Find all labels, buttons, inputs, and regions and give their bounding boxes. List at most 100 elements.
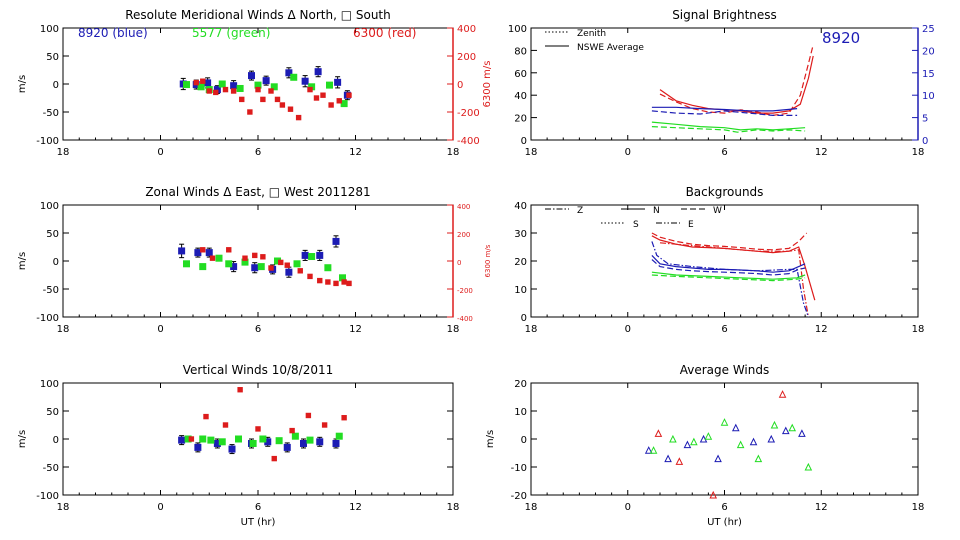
- meridional-point: [287, 106, 294, 112]
- average-xtick-label: 18: [525, 502, 538, 513]
- meridional-xtick-label: 6: [255, 147, 261, 158]
- vertical-point: [332, 439, 340, 447]
- zonal-point: [308, 253, 316, 261]
- average-xtick-label: 18: [912, 502, 925, 513]
- backgrounds-xtick-label: 6: [721, 324, 727, 335]
- backgrounds-line-blue: [651, 259, 806, 276]
- average-point: [798, 429, 806, 437]
- backgrounds-series-green: [651, 274, 806, 282]
- meridional-point: [222, 86, 229, 93]
- brightness-line-blue: [651, 106, 798, 112]
- vertical-xtick-label: 6: [255, 502, 261, 513]
- brightness-y2-tick-label: 15: [922, 69, 935, 80]
- backgrounds-series-blue: [651, 259, 806, 276]
- average-ytick-label: 0: [521, 435, 527, 446]
- zonal-point: [215, 254, 223, 262]
- vertical-point: [207, 436, 215, 444]
- meridional-point: [239, 96, 245, 103]
- meridional-xtick-label: 18: [57, 147, 70, 158]
- meridional-y2-tick-label: -200: [457, 108, 480, 119]
- zonal-y2-tick-label: 200: [457, 231, 470, 239]
- average-point: [731, 423, 740, 432]
- vertical-point: [228, 445, 236, 453]
- vertical-title: Vertical Winds 10/8/2011: [183, 363, 334, 377]
- brightness-xtick-label: 18: [912, 147, 925, 158]
- zonal-point: [268, 265, 274, 271]
- backgrounds-line-green: [651, 274, 806, 282]
- average-ytick-label: -10: [511, 463, 527, 474]
- brightness-series-blue: [651, 110, 798, 117]
- vertical-point: [275, 437, 283, 445]
- zonal-y2-tick-label: 0: [457, 259, 461, 267]
- brightness-legend-label: NSWE Average: [577, 43, 644, 53]
- meridional-ytick-label: 100: [40, 24, 59, 35]
- brightness-annotation: 8920: [822, 29, 860, 47]
- meridional-series-red: [193, 78, 352, 121]
- meridional-xtick-label: 12: [349, 147, 362, 158]
- average-point: [781, 426, 790, 435]
- brightness-series-green: [651, 121, 806, 131]
- meridional-ytick-label: -50: [43, 108, 59, 119]
- vertical-point: [291, 432, 299, 440]
- average-point: [720, 418, 729, 426]
- brightness-ytick-label: 40: [514, 91, 527, 102]
- zonal-panel: Zonal Winds Δ East, □ West 2011281 18 0 6 12…: [17, 185, 492, 335]
- vertical-point: [235, 435, 242, 443]
- zonal-series-blue: [178, 235, 340, 278]
- average-point: [804, 462, 813, 471]
- brightness-line-blue: [651, 110, 798, 117]
- zonal-series-green: [183, 253, 346, 282]
- vertical-ytick-label: 50: [46, 407, 59, 418]
- average-xtick-label: 6: [721, 502, 727, 513]
- brightness-xtick-label: 12: [815, 147, 828, 158]
- zonal-point: [178, 247, 186, 255]
- meridional-point: [262, 77, 270, 85]
- meridional-point: [320, 92, 326, 98]
- zonal-xtick-label: 18: [57, 324, 70, 335]
- average-point: [754, 454, 763, 463]
- zonal-ytick-label: 100: [40, 201, 59, 212]
- brightness-series-red: [659, 44, 814, 117]
- zonal-series-red: [200, 247, 352, 287]
- zonal-ytick-label: 0: [53, 257, 59, 268]
- average-ytick-label: 20: [514, 379, 527, 390]
- vertical-point: [199, 435, 207, 443]
- zonal-point: [183, 260, 190, 268]
- meridional-point: [346, 92, 352, 98]
- backgrounds-legend-label: S: [633, 220, 639, 230]
- meridional-point: [314, 68, 322, 76]
- backgrounds-series-red: [651, 235, 816, 301]
- vertical-ytick-label: 0: [53, 435, 59, 446]
- meridional-point: [290, 73, 298, 81]
- zonal-point: [346, 280, 352, 287]
- meridional-point: [218, 80, 226, 88]
- meridional-point: [197, 83, 205, 91]
- average-point: [664, 454, 672, 463]
- average-point: [644, 446, 653, 454]
- meridional-point: [200, 78, 206, 84]
- brightness-y2-tick-label: 25: [922, 24, 935, 35]
- zonal-xtick-label: 18: [447, 324, 460, 335]
- average-ytick-label: 10: [514, 407, 527, 418]
- average-point: [669, 434, 677, 443]
- brightness-xtick-label: 6: [721, 147, 727, 158]
- average-point: [749, 437, 758, 446]
- backgrounds-line-blue: [651, 254, 806, 273]
- average-point: [675, 457, 684, 465]
- vertical-xtick-label: 12: [349, 502, 362, 513]
- meridional-point: [230, 88, 237, 94]
- vertical-point: [188, 436, 195, 442]
- zonal-point: [297, 268, 303, 274]
- vertical-point: [289, 427, 295, 434]
- zonal-point: [341, 279, 347, 285]
- meridional-y2-label: 6300 m/s: [482, 61, 493, 108]
- brightness-legend-label: Zenith: [577, 29, 606, 39]
- vertical-frame: [62, 382, 454, 496]
- brightness-y2-tick-label: 10: [922, 91, 935, 102]
- meridional-point: [230, 82, 238, 90]
- meridional-ylabel: m/s: [17, 75, 28, 93]
- meridional-point: [301, 77, 309, 85]
- average-series-green: [649, 418, 813, 471]
- vertical-series-red: [188, 387, 347, 462]
- backgrounds-series-red: [659, 242, 809, 318]
